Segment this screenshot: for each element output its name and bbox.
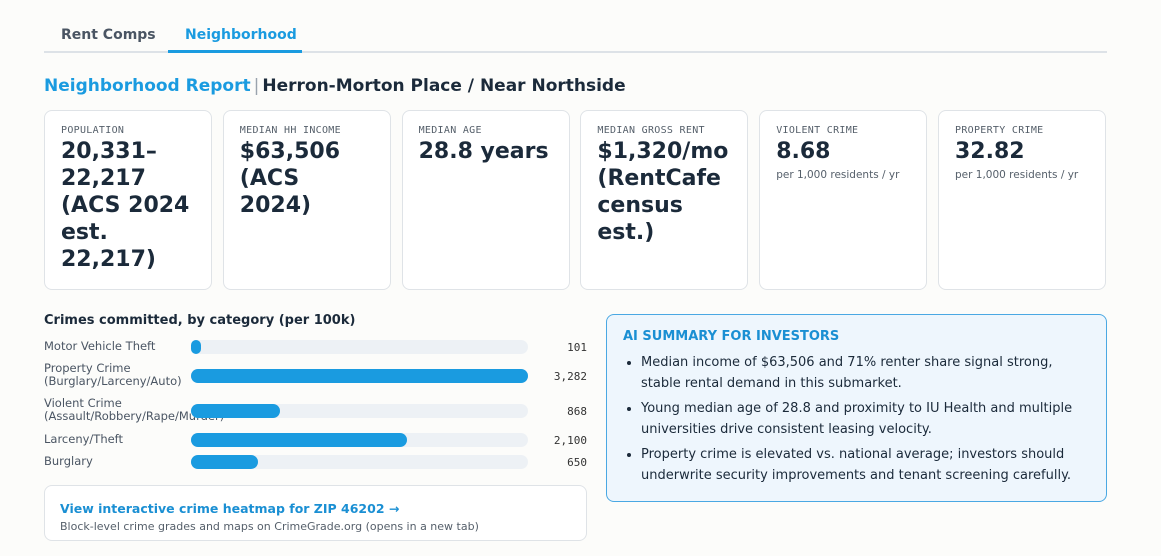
title: Neighborhood Report	[44, 76, 251, 96]
tab[interactable]: Rent Comps	[61, 27, 156, 43]
value-label: 2,100	[553, 434, 587, 447]
header: Neighborhood Report | Herron-Morton Place …	[44, 76, 626, 96]
bar-track	[191, 404, 528, 418]
stat-card: MEDIAN HH INCOME $63,506 (ACS 2024)	[222, 110, 391, 290]
tab-divider	[44, 51, 1107, 53]
summary-bullet: Property crime is elevated vs. national …	[641, 444, 1090, 486]
heatmap-link[interactable]: View interactive crime heatmap for ZIP 4…	[60, 501, 400, 516]
tab[interactable]: Neighborhood	[185, 27, 297, 43]
link-card: View interactive crime heatmap for ZIP 4…	[44, 485, 587, 541]
bar	[191, 404, 281, 418]
tab-indicator	[168, 50, 302, 53]
separator: |	[253, 76, 260, 96]
summary-title: AI SUMMARY FOR INVESTORS	[623, 329, 840, 344]
value-label: 3,282	[553, 370, 587, 383]
summary-list: Median income of $63,506 and 71% renter …	[623, 352, 1090, 486]
stat-card: MEDIAN GROSS RENT $1,320/mo (RentCafe cen…	[580, 110, 749, 290]
stat-note: per 1,000 residents / yr	[955, 169, 1079, 181]
stat-label: MEDIAN HH INCOME	[239, 125, 341, 136]
bar	[191, 433, 407, 447]
summary-box: AI SUMMARY FOR INVESTORS Median income of…	[606, 314, 1107, 502]
summary-bullet: Young median age of 28.8 and proximity t…	[641, 398, 1090, 440]
value-label: 650	[567, 456, 587, 469]
bar	[191, 340, 202, 354]
stat-label: VIOLENT CRIME	[776, 125, 859, 136]
link-caption: Block-level crime grades and maps on Cri…	[60, 520, 479, 533]
bar	[191, 369, 528, 383]
category-label: Property Crime (Burglary/Larceny/Auto)	[44, 361, 182, 388]
stat-card: PROPERTY CRIME 32.82 per 1,000 residents /…	[938, 110, 1106, 290]
summary-bullet: Median income of $63,506 and 71% renter …	[641, 352, 1090, 394]
stat-value: 20,331–22,217 (ACS 2024 est. 22,217)	[61, 139, 190, 272]
category-label: Violent Crime (Assault/Robbery/Rape/Murd…	[44, 396, 225, 423]
bar-track	[191, 369, 528, 383]
stat-note: per 1,000 residents / yr	[776, 169, 900, 181]
value-label: 868	[567, 405, 587, 418]
stat-label: MEDIAN GROSS RENT	[597, 125, 705, 136]
stat-card: POPULATION 20,331–22,217 (ACS 2024 est. 2…	[44, 110, 212, 290]
bar-track	[191, 455, 528, 469]
category-label: Burglary	[44, 454, 93, 468]
stat-value: 32.82	[955, 139, 1025, 164]
category-label: Larceny/Theft	[44, 432, 124, 446]
stat-card: MEDIAN AGE 28.8 years	[401, 110, 570, 290]
stat-card: VIOLENT CRIME 8.68 per 1,000 residents / y…	[759, 110, 928, 290]
stat-value: 8.68	[776, 139, 831, 164]
bar-track	[191, 433, 528, 447]
bar-track	[191, 340, 528, 354]
chart-title: Crimes committed, by category (per 100k)	[44, 313, 356, 328]
value-label: 101	[567, 341, 587, 354]
stat-value: 28.8 years	[418, 139, 549, 164]
subtitle: Herron-Morton Place / Near Northside	[262, 76, 626, 96]
stat-label: PROPERTY CRIME	[955, 125, 1044, 136]
stat-value: $1,320/mo (RentCafe census est.)	[597, 139, 729, 245]
stat-label: POPULATION	[61, 125, 125, 136]
stat-label: MEDIAN AGE	[418, 125, 482, 136]
bar	[191, 455, 258, 469]
category-label: Motor Vehicle Theft	[44, 339, 156, 353]
stat-value: $63,506 (ACS 2024)	[239, 139, 340, 218]
